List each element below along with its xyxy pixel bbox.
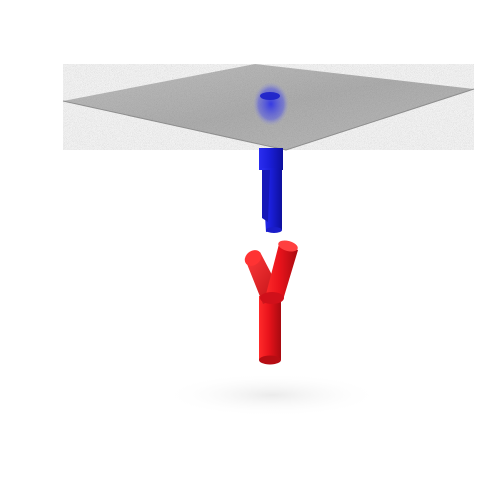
red-y-connector <box>244 240 298 365</box>
metal-plate <box>62 64 475 151</box>
plate-hole-blue <box>253 82 289 126</box>
ground-shadow <box>162 373 382 417</box>
blue-peg <box>259 148 283 233</box>
